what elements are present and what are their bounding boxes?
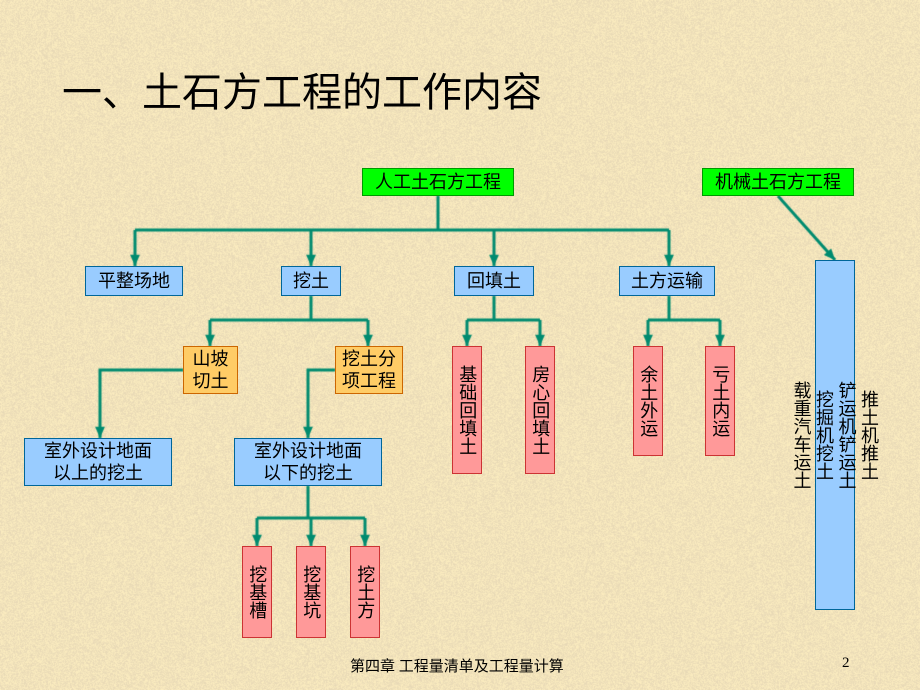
n-deficit: 亏土内运 — [705, 346, 735, 456]
n-trans: 土方运输 — [619, 266, 715, 296]
n-dig: 挖土 — [281, 266, 341, 296]
n-slope: 山坡切土 — [183, 346, 238, 394]
n-manual: 人工土石方工程 — [362, 168, 514, 196]
n-cube: 挖土方 — [350, 546, 380, 638]
n-machlist: 推土机推土铲运机铲运土挖掘机挖土载重汽车运土 — [815, 260, 855, 610]
n-basefill: 基础回填土 — [452, 346, 482, 474]
n-pit: 挖基坑 — [296, 546, 326, 638]
n-roomfill: 房心回填土 — [525, 346, 555, 474]
n-trench: 挖基槽 — [242, 546, 272, 638]
n-below: 室外设计地面以下的挖土 — [234, 438, 382, 486]
slide-title: 一、土石方工程的工作内容 — [62, 60, 542, 118]
page-number: 2 — [842, 655, 850, 672]
n-machine: 机械土石方工程 — [702, 168, 854, 196]
slide-footer: 第四章 工程量清单及工程量计算 — [350, 655, 564, 676]
n-fill: 回填土 — [454, 266, 534, 296]
n-level: 平整场地 — [85, 266, 183, 296]
n-surplus: 余土外运 — [633, 346, 663, 456]
n-above: 室外设计地面以上的挖土 — [24, 438, 172, 486]
n-subdig: 挖土分项工程 — [335, 346, 403, 394]
